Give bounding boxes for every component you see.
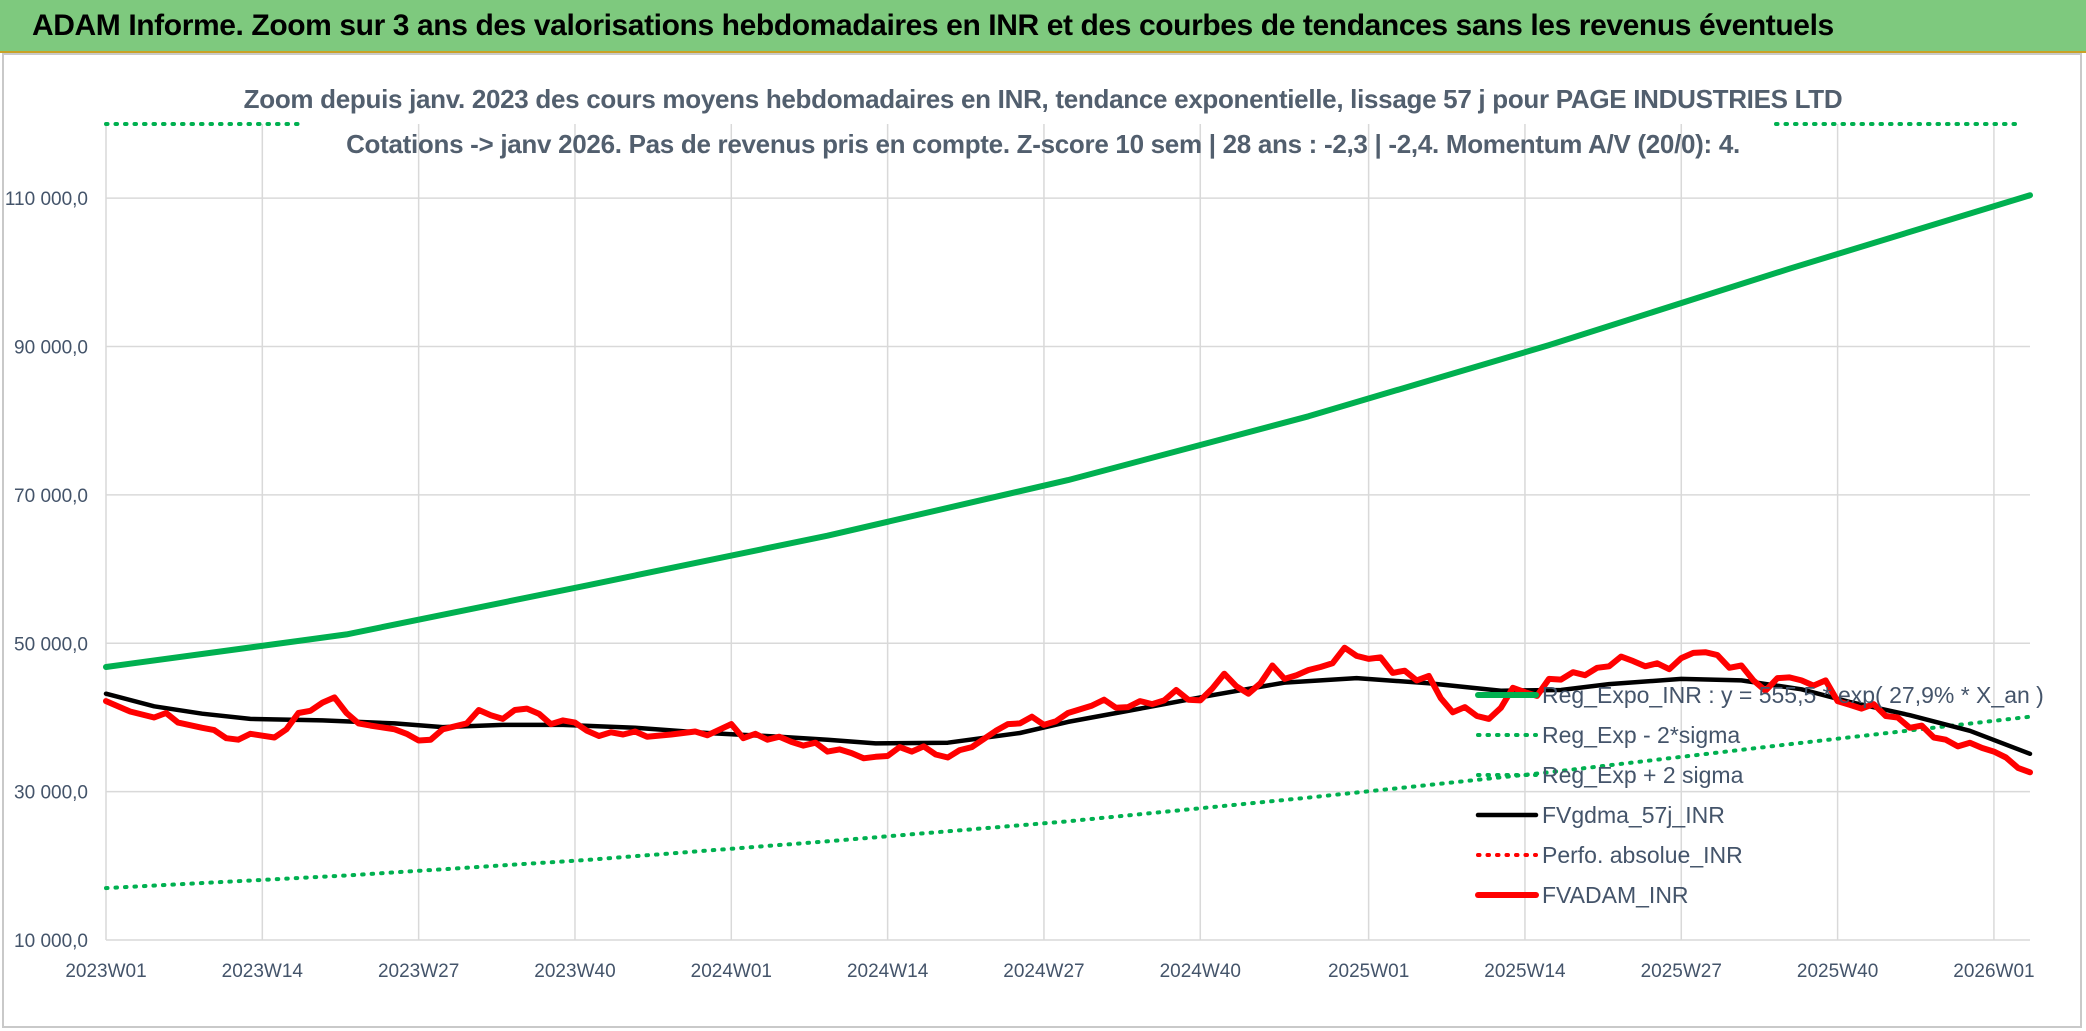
x-tick-label: 2024W01 bbox=[691, 961, 772, 982]
series-line-5 bbox=[103, 644, 2033, 776]
legend-label: Reg_Exp + 2 sigma bbox=[1542, 762, 1744, 788]
legend-label: FVADAM_INR bbox=[1542, 882, 1689, 908]
legend: Reg_Expo_INR : y = 555,5 * exp( 27,9% * … bbox=[1475, 682, 2044, 908]
series-line-2 bbox=[104, 714, 2032, 891]
x-tick-label: 2023W27 bbox=[378, 961, 459, 982]
x-tick-label: 2025W40 bbox=[1797, 961, 1878, 982]
y-tick-label: 90 000,0 bbox=[14, 338, 88, 359]
y-tick-label: 50 000,0 bbox=[14, 634, 88, 655]
legend-label: FVgdma_57j_INR bbox=[1542, 802, 1725, 828]
legend-label: Perfo. absolue_INR bbox=[1542, 842, 1743, 868]
x-tick-label: 2023W14 bbox=[222, 961, 304, 982]
y-tick-label: 10 000,0 bbox=[14, 931, 88, 952]
y-tick-label: 110 000,0 bbox=[5, 189, 88, 210]
x-tick-label: 2024W14 bbox=[847, 961, 929, 982]
legend-label: Reg_Expo_INR : y = 555,5 * exp( 27,9% * … bbox=[1542, 682, 2044, 708]
y-tick-label: 30 000,0 bbox=[14, 783, 88, 804]
chart-frame bbox=[2, 53, 2082, 1028]
x-tick-label: 2023W40 bbox=[534, 961, 615, 982]
x-tick-label: 2025W01 bbox=[1328, 961, 1409, 982]
banner-title: ADAM Informe. Zoom sur 3 ans des valoris… bbox=[32, 9, 1834, 42]
series-line-0 bbox=[103, 192, 2033, 670]
axis-labels: 10 000,0 30 000,0 50 000,0 70 000,0 90 000,0… bbox=[5, 189, 2035, 982]
series-layer bbox=[103, 122, 2033, 891]
y-tick-label: 70 000,0 bbox=[14, 486, 88, 507]
grid-layer bbox=[105, 124, 2030, 941]
chart-title-line1: Zoom depuis janv. 2023 des cours moyens … bbox=[243, 84, 1843, 114]
x-tick-label: 2023W01 bbox=[65, 961, 146, 982]
x-tick-label: 2024W40 bbox=[1160, 961, 1241, 982]
legend-label: Reg_Exp - 2*sigma bbox=[1542, 722, 1740, 748]
chart-title-line2: Cotations -> janv 2026. Pas de revenus p… bbox=[346, 129, 1740, 159]
x-tick-label: 2025W27 bbox=[1641, 961, 1722, 982]
x-tick-label: 2024W27 bbox=[1003, 961, 1084, 982]
x-tick-label: 2026W01 bbox=[1953, 961, 2034, 982]
x-tick-label: 2025W14 bbox=[1484, 961, 1566, 982]
title-banner: ADAM Informe. Zoom sur 3 ans des valoris… bbox=[0, 0, 2086, 53]
